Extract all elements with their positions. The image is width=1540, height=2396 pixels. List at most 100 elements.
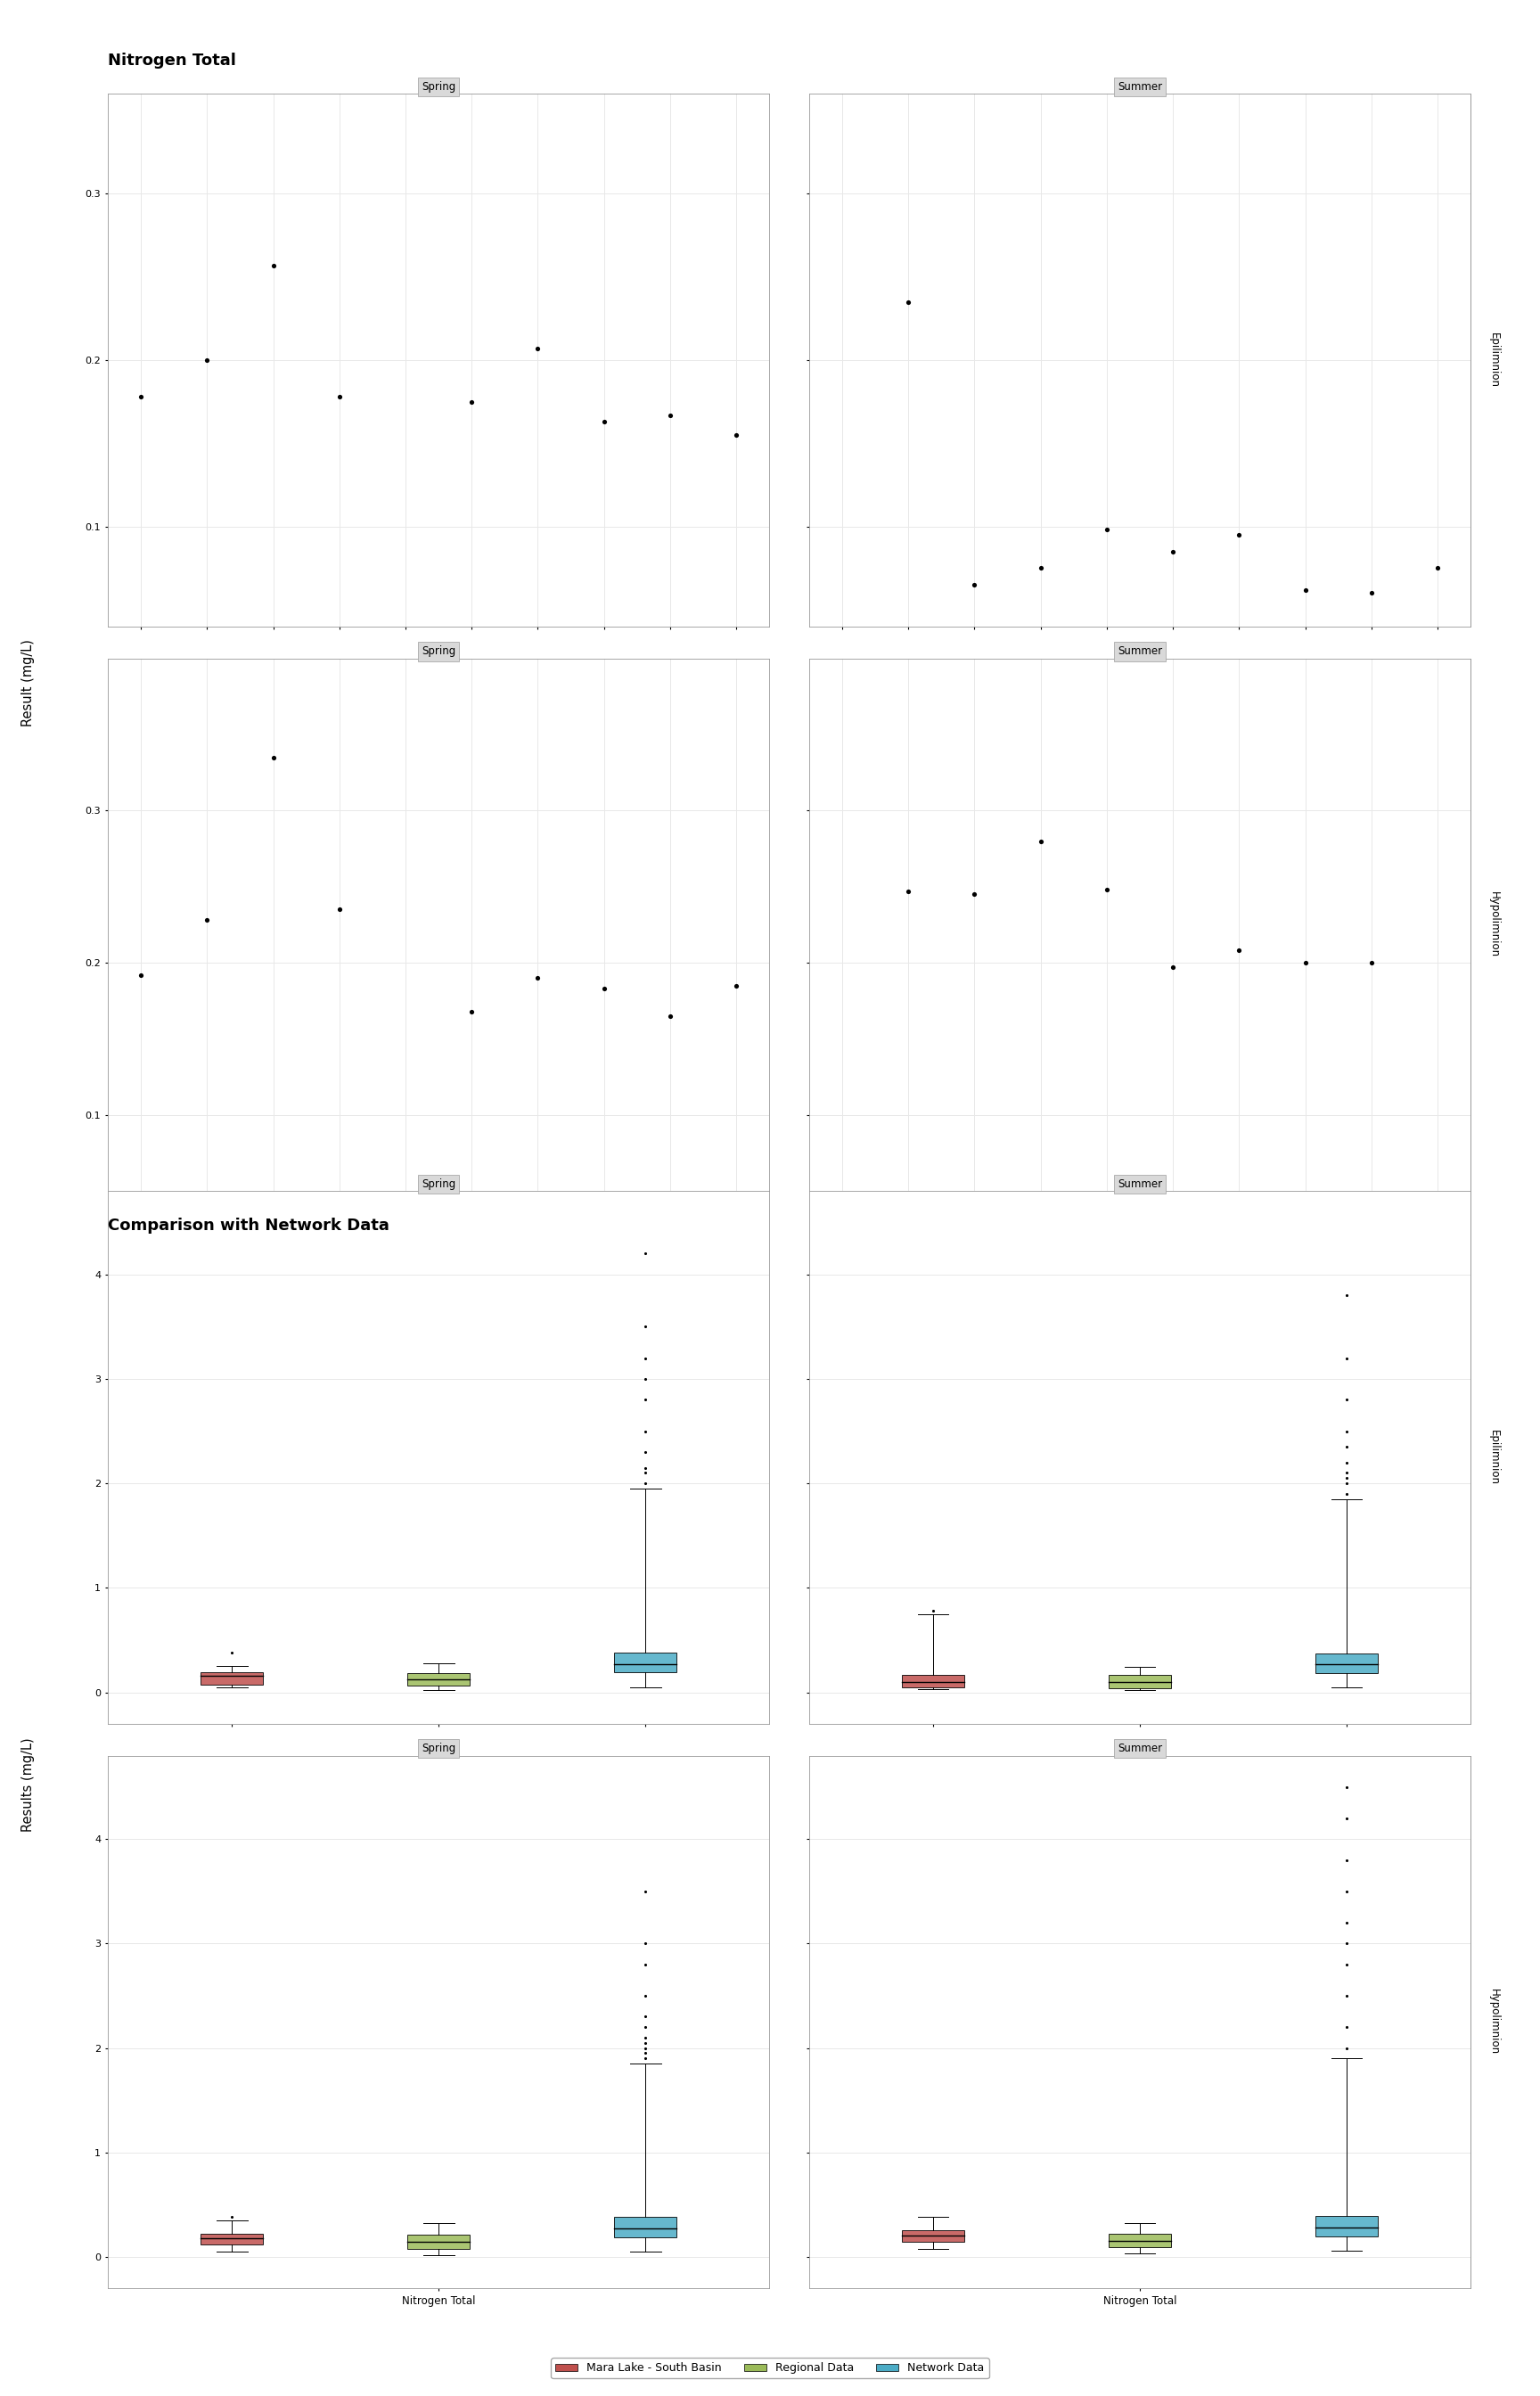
Point xyxy=(1294,944,1318,982)
Y-axis label: Hypolimnion: Hypolimnion xyxy=(1488,891,1500,958)
Bar xyxy=(1315,2216,1378,2235)
Bar xyxy=(1109,1675,1170,1689)
Point xyxy=(1334,1768,1358,1807)
Point xyxy=(260,247,285,285)
Point xyxy=(896,872,921,910)
Bar xyxy=(408,2235,470,2247)
Point xyxy=(633,2034,658,2073)
Title: Summer: Summer xyxy=(1118,81,1163,93)
Point xyxy=(633,1454,658,1493)
Point xyxy=(633,1411,658,1450)
Bar xyxy=(408,1672,470,1687)
Point xyxy=(1334,1277,1358,1315)
Point xyxy=(633,1339,658,1378)
Point xyxy=(1227,515,1252,553)
Point xyxy=(1426,549,1451,587)
Bar xyxy=(902,1675,964,1687)
Text: Results (mg/L): Results (mg/L) xyxy=(22,1737,34,1833)
Text: Nitrogen Total: Nitrogen Total xyxy=(108,53,236,69)
Point xyxy=(1095,870,1120,908)
Y-axis label: Epilimnion: Epilimnion xyxy=(1488,333,1500,388)
Point xyxy=(633,2017,658,2056)
Point xyxy=(1334,1428,1358,1466)
Title: Spring: Spring xyxy=(422,647,456,657)
Point xyxy=(1334,1454,1358,1493)
Title: Summer: Summer xyxy=(1118,647,1163,657)
Point xyxy=(633,1977,658,2015)
Point xyxy=(633,1998,658,2037)
Point xyxy=(962,875,987,913)
Point xyxy=(1334,1459,1358,1498)
Point xyxy=(1161,532,1186,570)
Point xyxy=(1334,2008,1358,2046)
Point xyxy=(1334,1411,1358,1450)
Point xyxy=(1095,510,1120,549)
Point xyxy=(1334,1977,1358,2015)
Point xyxy=(525,958,550,997)
Point xyxy=(633,2029,658,2068)
Bar xyxy=(1315,1653,1378,1672)
Point xyxy=(658,395,682,434)
Bar xyxy=(614,1653,676,1672)
Point xyxy=(633,1871,658,1910)
Point xyxy=(633,1946,658,1984)
Legend: Mara Lake - South Basin, Regional Data, Network Data: Mara Lake - South Basin, Regional Data, … xyxy=(551,2358,989,2379)
Point xyxy=(724,966,748,1004)
Point xyxy=(1161,949,1186,987)
Point xyxy=(1334,1442,1358,1481)
Point xyxy=(1334,1339,1358,1378)
Point xyxy=(633,1308,658,1347)
Point xyxy=(633,1361,658,1399)
Point xyxy=(658,997,682,1035)
Point xyxy=(1334,1840,1358,1878)
Point xyxy=(459,992,484,1030)
Point xyxy=(633,1433,658,1471)
Bar xyxy=(200,2233,263,2245)
Title: Spring: Spring xyxy=(422,1179,456,1191)
Point xyxy=(525,328,550,367)
Point xyxy=(633,1924,658,1962)
Title: Spring: Spring xyxy=(422,1742,456,1754)
Point xyxy=(1334,1464,1358,1502)
Point xyxy=(1334,1924,1358,1962)
Point xyxy=(1334,2029,1358,2068)
Point xyxy=(1334,1474,1358,1512)
Title: Summer: Summer xyxy=(1118,1179,1163,1191)
Point xyxy=(194,901,219,939)
Point xyxy=(326,379,351,417)
Point xyxy=(1029,549,1053,587)
Title: Spring: Spring xyxy=(422,81,456,93)
Point xyxy=(194,340,219,379)
Text: Comparison with Network Data: Comparison with Network Data xyxy=(108,1217,390,1234)
Point xyxy=(633,2008,658,2046)
Point xyxy=(220,1634,245,1672)
Point xyxy=(1334,1946,1358,1984)
Point xyxy=(128,379,152,417)
Point xyxy=(633,2039,658,2077)
Point xyxy=(633,1234,658,1272)
Point xyxy=(896,283,921,321)
Point xyxy=(830,1203,855,1241)
Title: Summer: Summer xyxy=(1118,1742,1163,1754)
Point xyxy=(1334,1380,1358,1418)
Point xyxy=(962,565,987,604)
Point xyxy=(633,2025,658,2063)
Point xyxy=(633,1464,658,1502)
Point xyxy=(260,738,285,776)
Point xyxy=(1334,1799,1358,1838)
Point xyxy=(1227,932,1252,970)
Y-axis label: Hypolimnion: Hypolimnion xyxy=(1488,1989,1500,2056)
Bar xyxy=(1109,2233,1170,2247)
Point xyxy=(633,1380,658,1418)
Bar xyxy=(200,1672,263,1684)
Point xyxy=(1334,1902,1358,1941)
Point xyxy=(724,417,748,455)
Point xyxy=(1360,575,1384,613)
Point xyxy=(633,1450,658,1488)
Point xyxy=(326,891,351,930)
Point xyxy=(128,956,152,994)
Point xyxy=(1334,1871,1358,1910)
Point xyxy=(1029,822,1053,860)
Point xyxy=(1360,944,1384,982)
Point xyxy=(220,2197,245,2235)
